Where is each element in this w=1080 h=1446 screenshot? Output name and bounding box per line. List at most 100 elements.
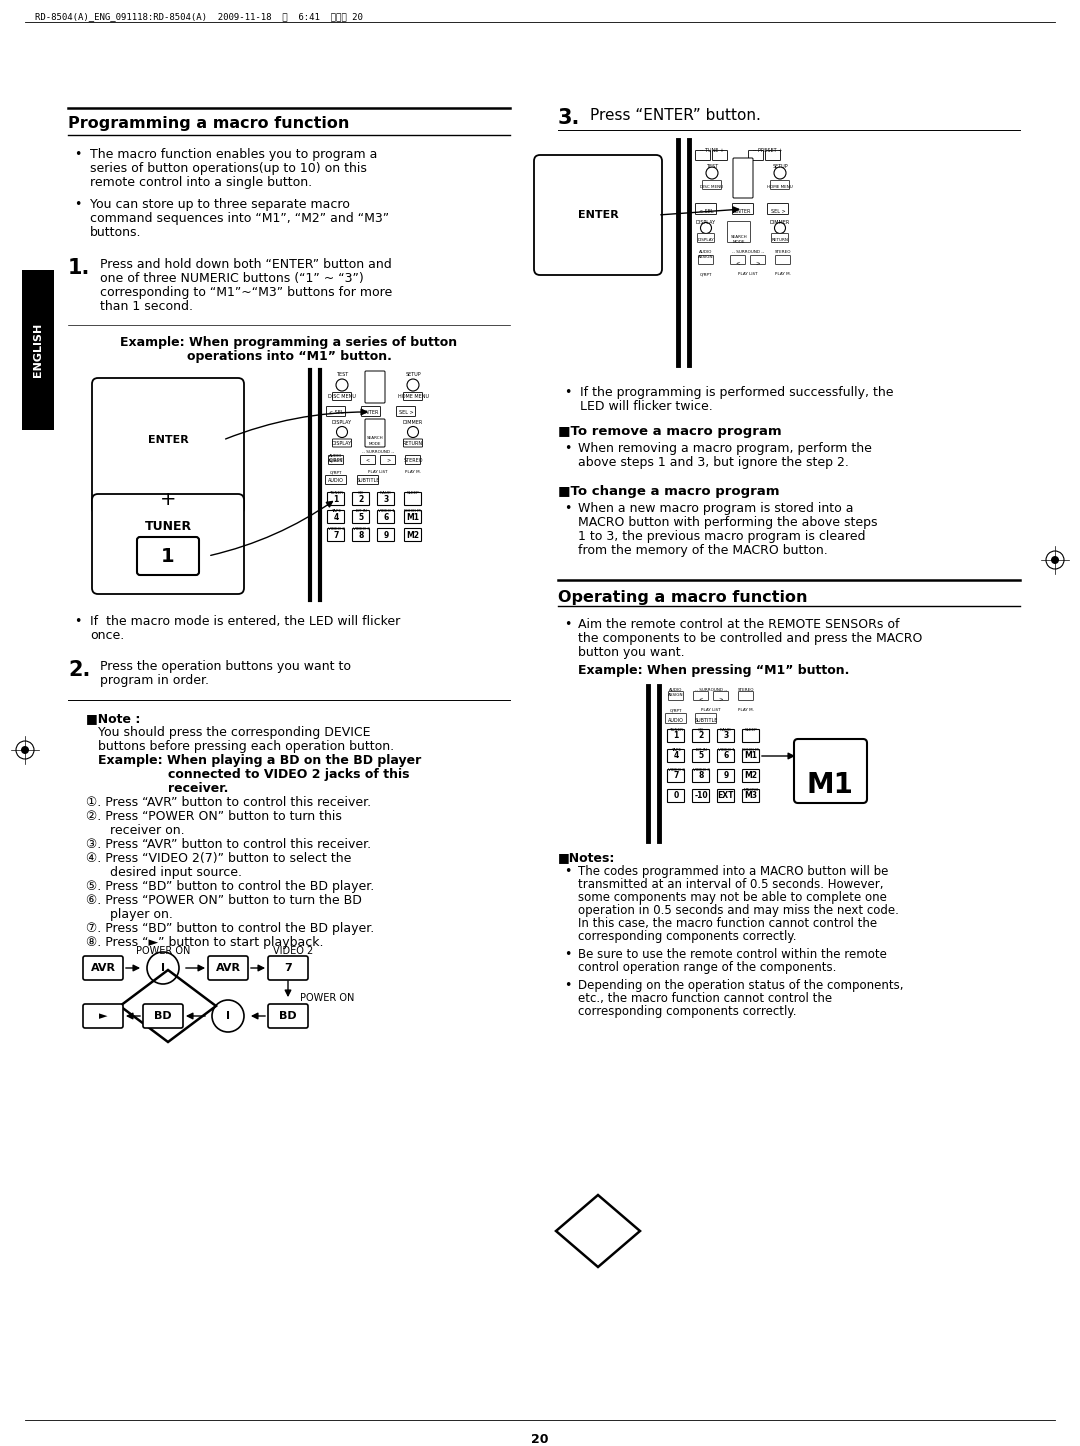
Text: DOCK M.: DOCK M. xyxy=(404,509,422,513)
Text: MODE: MODE xyxy=(732,240,745,244)
FancyBboxPatch shape xyxy=(327,510,345,523)
Text: VIDEO 2: VIDEO 2 xyxy=(327,526,345,531)
Text: +: + xyxy=(160,490,176,509)
Text: transmitted at an interval of 0.5 seconds. However,: transmitted at an interval of 0.5 second… xyxy=(578,878,883,891)
FancyBboxPatch shape xyxy=(714,691,729,700)
Text: DISPLAY: DISPLAY xyxy=(696,220,716,226)
Text: from the memory of the MACRO button.: from the memory of the MACRO button. xyxy=(578,544,827,557)
FancyBboxPatch shape xyxy=(717,790,734,803)
Text: M2: M2 xyxy=(406,531,419,539)
Text: ■To change a macro program: ■To change a macro program xyxy=(558,484,780,497)
Text: 2.: 2. xyxy=(68,659,91,680)
Text: Q/RPT: Q/RPT xyxy=(670,709,683,711)
Text: TAPE: TAPE xyxy=(330,509,341,513)
Text: operations into “M1” button.: operations into “M1” button. xyxy=(187,350,391,363)
FancyBboxPatch shape xyxy=(667,790,685,803)
Text: 7: 7 xyxy=(334,531,339,539)
Text: SUBTITLE: SUBTITLE xyxy=(356,477,380,483)
Text: etc., the macro function cannot control the: etc., the macro function cannot control … xyxy=(578,992,832,1005)
FancyBboxPatch shape xyxy=(380,455,395,464)
Text: DISC MENU: DISC MENU xyxy=(328,395,356,399)
FancyBboxPatch shape xyxy=(699,256,714,265)
Text: Press “ENTER” button.: Press “ENTER” button. xyxy=(590,108,761,123)
FancyBboxPatch shape xyxy=(730,256,745,265)
Text: 8: 8 xyxy=(359,531,364,539)
FancyBboxPatch shape xyxy=(534,155,662,275)
FancyBboxPatch shape xyxy=(268,1004,308,1028)
FancyBboxPatch shape xyxy=(352,510,369,523)
Text: above steps 1 and 3, but ignore the step 2.: above steps 1 and 3, but ignore the step… xyxy=(578,455,849,469)
Text: The macro function enables you to program a: The macro function enables you to progra… xyxy=(90,147,377,161)
Text: BT IN: BT IN xyxy=(355,509,366,513)
Text: SETUP: SETUP xyxy=(405,372,421,377)
Text: PLAY M.: PLAY M. xyxy=(405,470,421,474)
Text: program in order.: program in order. xyxy=(100,674,210,687)
Text: -- PRESET +: -- PRESET + xyxy=(754,147,783,153)
Text: RD-8504(A)_ENG_091118:RD-8504(A)  2009-11-18  오  6:41  페이지 20: RD-8504(A)_ENG_091118:RD-8504(A) 2009-11… xyxy=(35,12,363,22)
Text: AUDIO: AUDIO xyxy=(328,477,343,483)
Text: In this case, the macro function cannot control the: In this case, the macro function cannot … xyxy=(578,917,877,930)
Text: 1: 1 xyxy=(334,495,339,503)
Text: LED will flicker twice.: LED will flicker twice. xyxy=(580,401,713,414)
FancyBboxPatch shape xyxy=(732,204,754,214)
FancyBboxPatch shape xyxy=(768,204,788,214)
Text: >: > xyxy=(386,457,390,463)
FancyBboxPatch shape xyxy=(83,1004,123,1028)
Text: 3.: 3. xyxy=(558,108,580,129)
Text: BD: BD xyxy=(154,1011,172,1021)
FancyBboxPatch shape xyxy=(352,493,369,506)
Text: some components may not be able to complete one: some components may not be able to compl… xyxy=(578,891,887,904)
Text: button you want.: button you want. xyxy=(578,646,685,659)
Text: DOCK M.: DOCK M. xyxy=(742,748,760,752)
Text: MACRO: MACRO xyxy=(743,788,758,792)
Text: ■Note :: ■Note : xyxy=(86,711,140,724)
Text: •: • xyxy=(564,502,571,515)
Text: corresponding to “M1”~“M3” buttons for more: corresponding to “M1”~“M3” buttons for m… xyxy=(100,286,392,299)
Text: F.AUX: F.AUX xyxy=(720,727,732,732)
FancyBboxPatch shape xyxy=(717,749,734,762)
Text: buttons.: buttons. xyxy=(90,226,141,239)
Text: EXT: EXT xyxy=(718,791,734,801)
FancyBboxPatch shape xyxy=(143,1004,183,1028)
FancyBboxPatch shape xyxy=(268,956,308,980)
Text: 1 to 3, the previous macro program is cleared: 1 to 3, the previous macro program is cl… xyxy=(578,531,865,544)
FancyBboxPatch shape xyxy=(326,406,346,416)
Text: the components to be controlled and press the MACRO: the components to be controlled and pres… xyxy=(578,632,922,645)
Text: ⑧. Press “►” button to start playback.: ⑧. Press “►” button to start playback. xyxy=(86,936,324,949)
Text: M3: M3 xyxy=(744,791,757,801)
FancyBboxPatch shape xyxy=(713,150,728,161)
FancyBboxPatch shape xyxy=(692,790,710,803)
FancyBboxPatch shape xyxy=(405,455,420,464)
FancyBboxPatch shape xyxy=(743,729,759,742)
Text: SLEEP: SLEEP xyxy=(745,727,757,732)
Text: You can store up to three separate macro: You can store up to three separate macro xyxy=(90,198,350,211)
FancyBboxPatch shape xyxy=(748,150,764,161)
FancyBboxPatch shape xyxy=(751,256,766,265)
FancyBboxPatch shape xyxy=(327,493,345,506)
Text: 0: 0 xyxy=(673,791,678,801)
Text: <: < xyxy=(366,457,370,463)
FancyBboxPatch shape xyxy=(92,495,244,594)
Text: Example: When playing a BD on the BD player: Example: When playing a BD on the BD pla… xyxy=(98,753,421,766)
FancyBboxPatch shape xyxy=(405,528,421,541)
Text: Programming a macro function: Programming a macro function xyxy=(68,116,349,132)
Text: DISC MENU: DISC MENU xyxy=(701,185,724,189)
Text: one of three NUMERIC buttons (“1” ~ “3”): one of three NUMERIC buttons (“1” ~ “3”) xyxy=(100,272,364,285)
Text: •: • xyxy=(564,979,571,992)
Text: SLEEP: SLEEP xyxy=(407,492,419,495)
Bar xyxy=(22,270,54,429)
Text: 7: 7 xyxy=(673,772,678,781)
Text: VIDEO 2: VIDEO 2 xyxy=(667,768,685,772)
Text: connected to VIDEO 2 jacks of this: connected to VIDEO 2 jacks of this xyxy=(98,768,409,781)
Text: 6: 6 xyxy=(383,512,389,522)
Text: VIDEO 1: VIDEO 1 xyxy=(717,748,734,752)
Text: POWER ON: POWER ON xyxy=(136,946,190,956)
Text: I: I xyxy=(161,963,165,973)
Text: ③. Press “AVR” button to control this receiver.: ③. Press “AVR” button to control this re… xyxy=(86,839,372,852)
Text: M1: M1 xyxy=(744,752,757,761)
FancyBboxPatch shape xyxy=(404,392,422,401)
Text: Operating a macro function: Operating a macro function xyxy=(558,590,808,604)
Text: Example: When pressing “M1” button.: Example: When pressing “M1” button. xyxy=(578,664,849,677)
FancyBboxPatch shape xyxy=(794,739,867,803)
Text: Depending on the operation status of the components,: Depending on the operation status of the… xyxy=(578,979,904,992)
